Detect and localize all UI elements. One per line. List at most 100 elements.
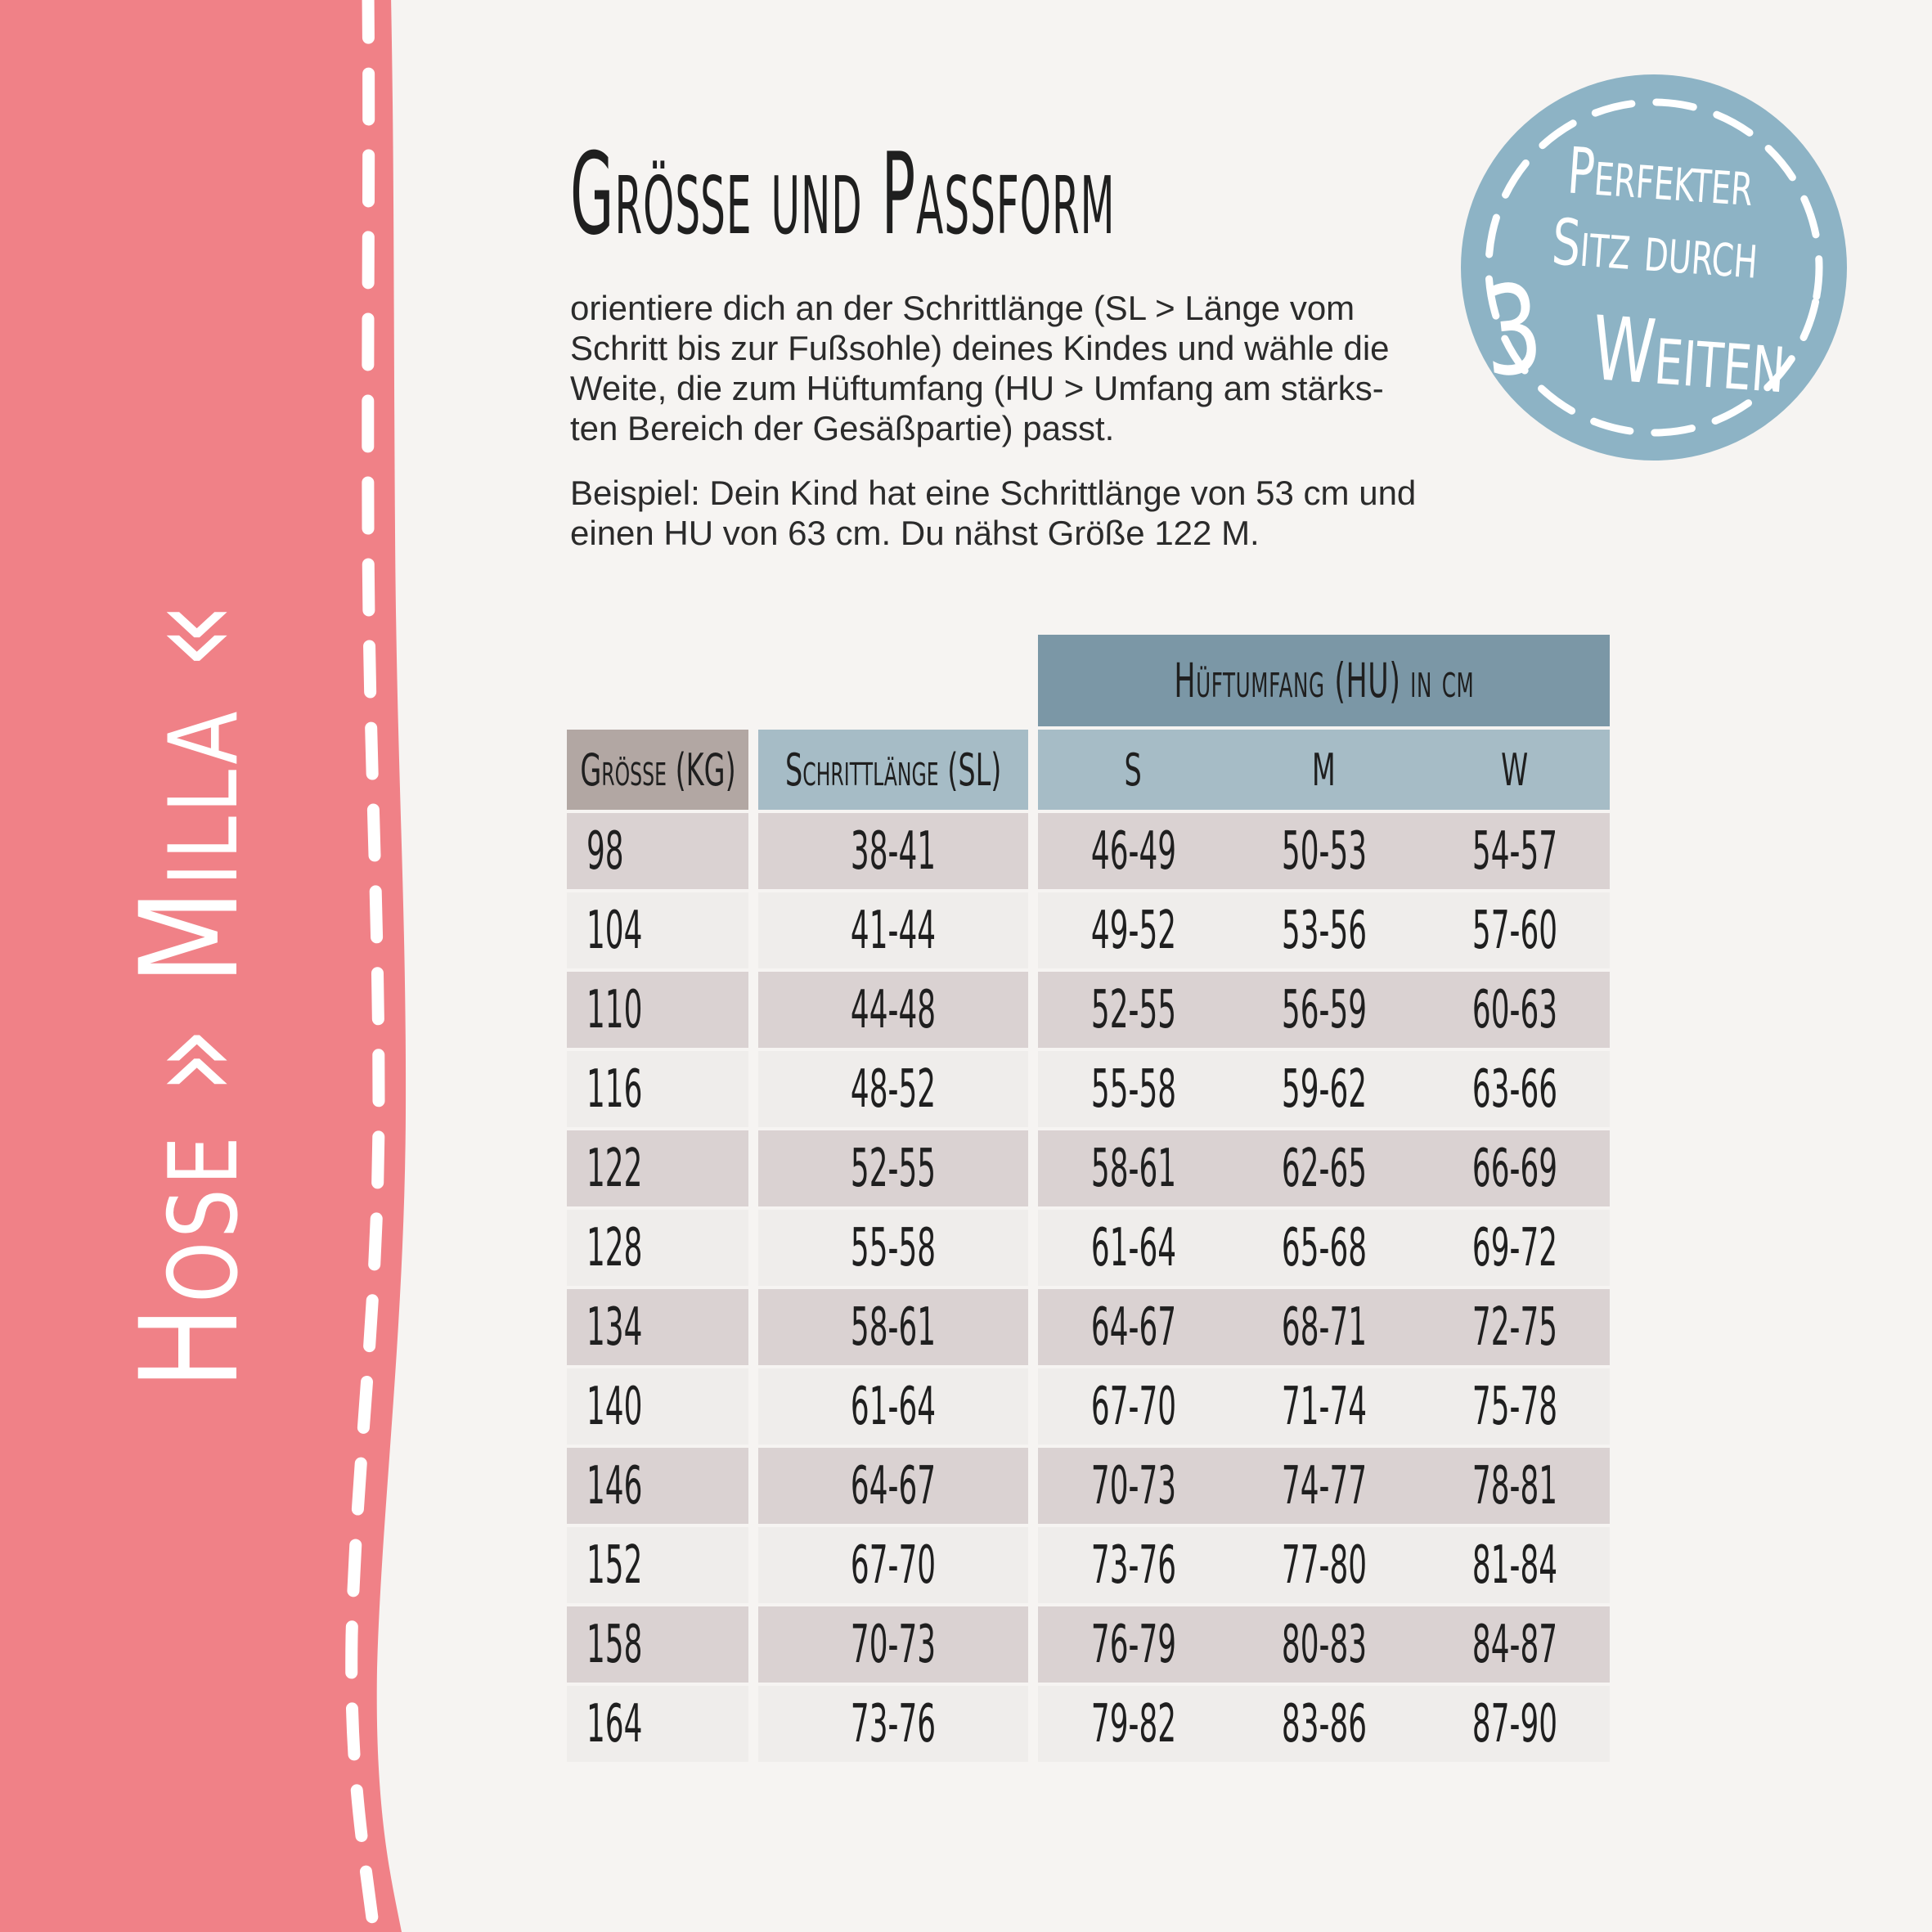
badge-text: Perfekter Sitz durch 3 Weiten <box>1445 58 1863 477</box>
table-cell: 50-53 <box>1281 820 1367 882</box>
sidebar-band <box>0 0 407 1932</box>
table-cell: 81-84 <box>1471 1534 1557 1596</box>
hip-width-cells: 64-67 68-71 72-75 <box>1038 1289 1610 1365</box>
hip-width-cells: 67-70 71-74 75-78 <box>1038 1368 1610 1445</box>
table-cell: 72-75 <box>1471 1296 1557 1358</box>
table-body: 98 38-41 46-49 50-53 54-57 104 41-44 49-52 53-56… <box>567 813 1610 1762</box>
intro-line: ten Bereich der Gesäßpartie) passt. <box>570 409 1115 447</box>
table-cell: 73-76 <box>758 1686 1028 1762</box>
table-cell: 52-55 <box>758 1130 1028 1206</box>
table-cell: 65-68 <box>1281 1217 1367 1278</box>
table-cell: 83-86 <box>1281 1693 1367 1755</box>
table-cell: 84-87 <box>1471 1614 1557 1675</box>
badge-line-1: Perfekter <box>1565 134 1756 222</box>
table-cell: 158 <box>567 1606 748 1683</box>
intro-paragraph: orientiere dich an der Schrittlänge (SL … <box>570 288 1390 448</box>
hip-width-cells: 79-82 83-86 87-90 <box>1038 1686 1610 1762</box>
table-row: 110 44-48 52-55 56-59 60-63 <box>567 972 1610 1048</box>
table-cell: 140 <box>567 1368 748 1445</box>
table-cell: 70-73 <box>1090 1455 1176 1516</box>
page-title: Größe und Passform <box>570 128 1116 260</box>
table-cell: 76-79 <box>1090 1614 1176 1675</box>
column-header-widths: S M W <box>1038 730 1610 810</box>
table-cell: 75-78 <box>1471 1376 1557 1437</box>
table-cell: 79-82 <box>1090 1693 1176 1755</box>
table-cell: 58-61 <box>758 1289 1028 1365</box>
table-cell: 70-73 <box>758 1606 1028 1683</box>
table-row: 152 67-70 73-76 77-80 81-84 <box>567 1527 1610 1603</box>
table-row: 134 58-61 64-67 68-71 72-75 <box>567 1289 1610 1365</box>
hip-width-cells: 58-61 62-65 66-69 <box>1038 1130 1610 1206</box>
table-cell: 122 <box>567 1130 748 1206</box>
table-cell: 77-80 <box>1281 1534 1367 1596</box>
table-cell: 78-81 <box>1471 1455 1557 1516</box>
intro-line: Schritt bis zur Fußsohle) deines Kindes … <box>570 329 1390 367</box>
table-row: 164 73-76 79-82 83-86 87-90 <box>567 1686 1610 1762</box>
sidebar-shape <box>0 0 407 1932</box>
badge-circle-icon <box>1461 74 1847 461</box>
table-cell: 63-66 <box>1471 1058 1557 1120</box>
sidebar-pattern-label: Hose » Milla « <box>111 598 268 1390</box>
table-row: 122 52-55 58-61 62-65 66-69 <box>567 1130 1610 1206</box>
example-line: Beispiel: Dein Kind hat eine Schrittläng… <box>570 474 1417 512</box>
table-cell: 38-41 <box>758 813 1028 889</box>
table-cell: 67-70 <box>758 1527 1028 1603</box>
table-cell: 54-57 <box>1471 820 1557 882</box>
table-cell: 110 <box>567 972 748 1048</box>
column-header-s: S <box>1124 744 1143 796</box>
table-cell: 80-83 <box>1281 1614 1367 1675</box>
intro-line: orientiere dich an der Schrittlänge (SL … <box>570 289 1355 327</box>
badge-word: Weiten <box>1588 298 1790 414</box>
table-cell: 128 <box>567 1210 748 1286</box>
table-cell: 57-60 <box>1471 900 1557 961</box>
table-row: 104 41-44 49-52 53-56 57-60 <box>567 892 1610 968</box>
table-row: 146 64-67 70-73 74-77 78-81 <box>567 1448 1610 1524</box>
table-cell: 152 <box>567 1527 748 1603</box>
table-cell: 116 <box>567 1051 748 1127</box>
table-cell: 60-63 <box>1471 979 1557 1040</box>
hip-width-cells: 70-73 74-77 78-81 <box>1038 1448 1610 1524</box>
table-cell: 41-44 <box>758 892 1028 968</box>
table-cell: 62-65 <box>1281 1138 1367 1199</box>
table-row: 128 55-58 61-64 65-68 69-72 <box>567 1210 1610 1286</box>
table-cell: 69-72 <box>1471 1217 1557 1278</box>
hip-width-cells: 55-58 59-62 63-66 <box>1038 1051 1610 1127</box>
table-cell: 134 <box>567 1289 748 1365</box>
table-cell: 44-48 <box>758 972 1028 1048</box>
table-cell: 55-58 <box>1090 1058 1176 1120</box>
table-cell: 87-90 <box>1471 1693 1557 1755</box>
hip-width-cells: 76-79 80-83 84-87 <box>1038 1606 1610 1683</box>
table-cell: 61-64 <box>1090 1217 1176 1278</box>
table-row: 140 61-64 67-70 71-74 75-78 <box>567 1368 1610 1445</box>
column-header-m: M <box>1312 744 1336 796</box>
table-cell: 53-56 <box>1281 900 1367 961</box>
table-cell: 73-76 <box>1090 1534 1176 1596</box>
example-line: einen HU von 63 cm. Du nähst Größe 122 M… <box>570 514 1260 552</box>
group-header-label: Hüftumfang (HU) in cm <box>1174 653 1474 708</box>
size-table: Hüftumfang (HU) in cm Größe (KG) Schritt… <box>567 635 1610 1765</box>
table-cell: 164 <box>567 1686 748 1762</box>
table-cell: 58-61 <box>1090 1138 1176 1199</box>
column-header-w: W <box>1500 744 1529 796</box>
table-cell: 104 <box>567 892 748 968</box>
hip-width-cells: 73-76 77-80 81-84 <box>1038 1527 1610 1603</box>
table-cell: 64-67 <box>1090 1296 1176 1358</box>
badge-line-2: Sitz durch <box>1549 205 1761 294</box>
table-cell: 59-62 <box>1281 1058 1367 1120</box>
table-cell: 68-71 <box>1281 1296 1367 1358</box>
fit-badge: Perfekter Sitz durch 3 Weiten <box>1458 71 1850 464</box>
table-cell: 71-74 <box>1281 1376 1367 1437</box>
table-cell: 52-55 <box>1090 979 1176 1040</box>
table-header-row: Größe (KG) Schrittlänge (SL) S M W <box>567 730 1610 810</box>
table-cell: 67-70 <box>1090 1376 1176 1437</box>
table-row: 158 70-73 76-79 80-83 84-87 <box>567 1606 1610 1683</box>
hip-width-cells: 52-55 56-59 60-63 <box>1038 972 1610 1048</box>
table-cell: 98 <box>567 813 748 889</box>
intro-line: Weite, die zum Hüftumfang (HU > Umfang a… <box>570 369 1384 407</box>
badge-line-3: 3 Weiten <box>1469 258 1827 414</box>
table-row: 116 48-52 55-58 59-62 63-66 <box>567 1051 1610 1127</box>
table-cell: 46-49 <box>1090 820 1176 882</box>
table-cell: 74-77 <box>1281 1455 1367 1516</box>
example-paragraph: Beispiel: Dein Kind hat eine Schrittläng… <box>570 473 1416 553</box>
